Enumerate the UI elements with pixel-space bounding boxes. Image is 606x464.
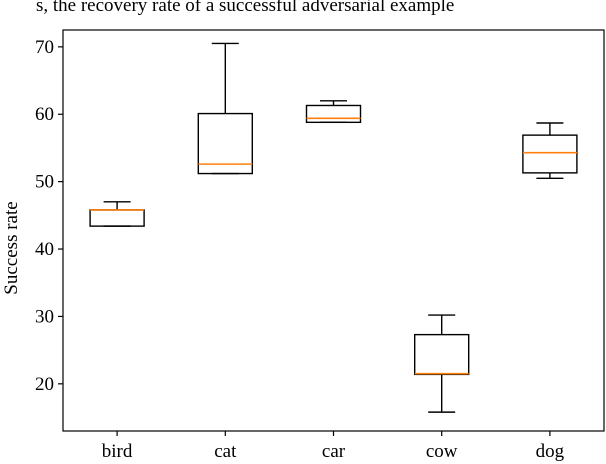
box-bird — [89, 209, 145, 227]
y-axis-label: Success rate — [1, 201, 22, 294]
x-tick-label-dog: dog — [536, 441, 565, 462]
y-tick-label-30: 30 — [35, 306, 54, 327]
top-caption-fragment: s, the recovery rate of a successful adv… — [36, 0, 454, 16]
box-dog — [522, 134, 578, 174]
plot-area: 20 30 40 50 60 70 bird cat car cow dog — [35, 29, 605, 462]
y-tick-label-60: 60 — [35, 104, 54, 125]
box-car — [305, 104, 362, 124]
x-tick-label-cat: cat — [214, 441, 237, 462]
y-tick-label-70: 70 — [35, 37, 54, 58]
plot-frame — [62, 29, 605, 432]
x-tick-label-cow: cow — [426, 441, 458, 462]
x-tick-label-bird: bird — [102, 441, 133, 462]
x-tick-label-car: car — [322, 441, 346, 462]
y-tick-label-50: 50 — [35, 172, 54, 193]
box-cow — [414, 333, 470, 376]
box-cat — [197, 112, 254, 175]
y-tick-label-20: 20 — [35, 374, 54, 395]
y-tick-label-40: 40 — [35, 239, 54, 260]
